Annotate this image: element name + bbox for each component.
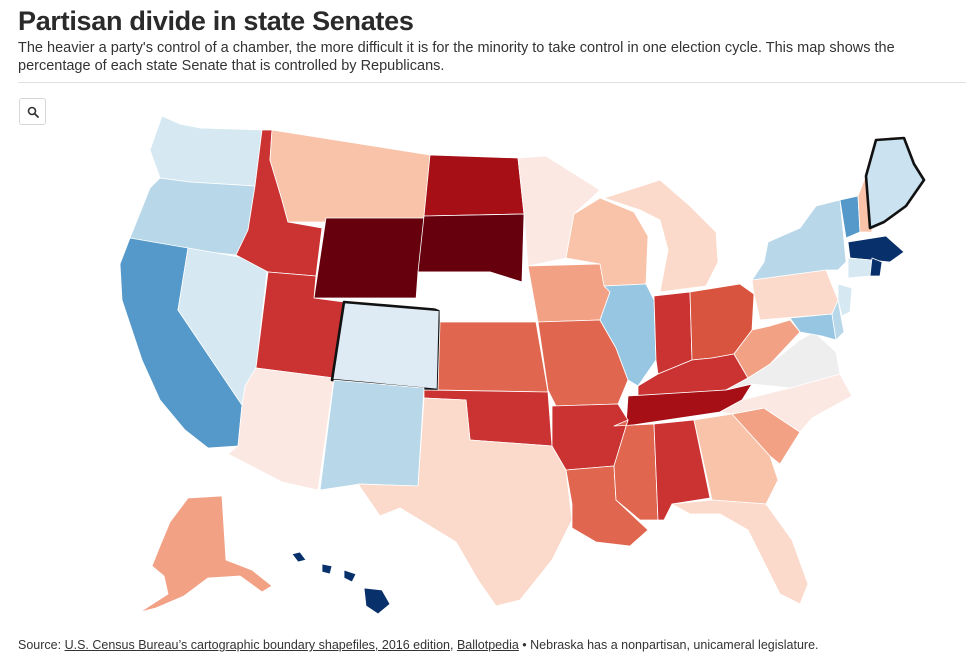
state-arizona[interactable] bbox=[227, 367, 335, 491]
state-indiana[interactable] bbox=[653, 291, 693, 375]
state-massachusetts[interactable] bbox=[847, 235, 905, 263]
source-link-ballotpedia[interactable]: Ballotpedia bbox=[456, 638, 519, 652]
source-footer: Source: U.S. Census Bureau’s cartographi… bbox=[18, 638, 819, 652]
state-new-jersey[interactable] bbox=[837, 283, 853, 317]
state-north-carolina[interactable] bbox=[719, 373, 853, 433]
state-new-york[interactable] bbox=[751, 199, 847, 281]
state-illinois[interactable] bbox=[599, 283, 657, 387]
state-washington[interactable] bbox=[149, 115, 263, 187]
state-north-dakota[interactable] bbox=[423, 154, 525, 217]
state-montana[interactable] bbox=[269, 129, 431, 223]
zoom-button[interactable] bbox=[19, 98, 46, 125]
state-florida[interactable] bbox=[671, 499, 809, 605]
state-delaware[interactable] bbox=[831, 299, 845, 341]
state-alaska[interactable] bbox=[139, 495, 273, 613]
source-link-census[interactable]: U.S. Census Bureau’s cartographic bounda… bbox=[64, 638, 450, 652]
state-maryland[interactable] bbox=[789, 313, 837, 341]
magnifier-icon bbox=[27, 106, 39, 118]
state-new-mexico[interactable] bbox=[319, 379, 425, 491]
header-divider bbox=[18, 82, 966, 83]
state-michigan[interactable] bbox=[603, 179, 719, 293]
state-rhode-island[interactable] bbox=[869, 257, 883, 277]
state-connecticut[interactable] bbox=[847, 257, 873, 279]
state-iowa[interactable] bbox=[527, 263, 611, 323]
state-colorado[interactable] bbox=[330, 300, 442, 392]
footer-note: • Nebraska has a nonpartisan, unicameral… bbox=[518, 638, 819, 652]
source-separator: , bbox=[450, 638, 457, 652]
state-maine[interactable] bbox=[864, 136, 926, 230]
state-west-virginia[interactable] bbox=[733, 319, 801, 379]
state-wyoming[interactable] bbox=[313, 217, 425, 299]
page-subtitle: The heavier a party's control of a chamb… bbox=[18, 40, 895, 74]
source-prefix: Source: bbox=[18, 638, 65, 652]
state-kansas[interactable] bbox=[437, 321, 549, 393]
state-hawaii[interactable] bbox=[291, 551, 391, 615]
state-texas[interactable] bbox=[357, 397, 573, 607]
page-title: Partisan divide in state Senates bbox=[18, 6, 414, 36]
